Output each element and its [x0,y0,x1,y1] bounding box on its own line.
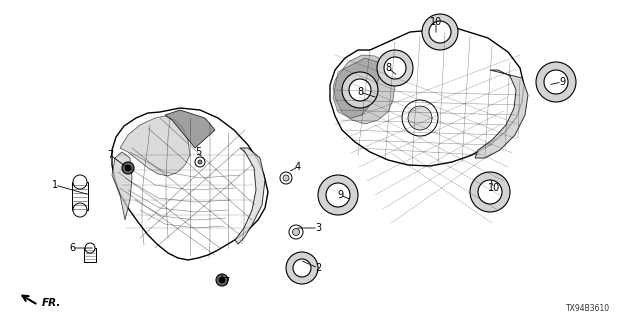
Circle shape [195,157,205,167]
Circle shape [216,274,228,286]
Circle shape [198,160,202,164]
Text: 1: 1 [52,180,58,190]
Polygon shape [72,182,88,210]
Circle shape [289,225,303,239]
Circle shape [377,50,413,86]
Text: 7: 7 [107,150,113,160]
Text: 7: 7 [223,277,229,287]
Text: 6: 6 [69,243,75,253]
Circle shape [342,72,378,108]
Circle shape [85,243,95,253]
Circle shape [318,175,358,215]
Text: 10: 10 [430,17,442,27]
Text: 2: 2 [315,263,321,273]
Circle shape [408,106,432,130]
Polygon shape [330,28,524,166]
Circle shape [470,172,510,212]
Polygon shape [112,152,132,220]
Circle shape [73,175,87,189]
Text: 10: 10 [488,183,500,193]
Text: 9: 9 [337,190,343,200]
Text: 4: 4 [295,162,301,172]
Circle shape [536,62,576,102]
Circle shape [286,252,318,284]
Circle shape [384,57,406,79]
Circle shape [125,165,131,171]
Circle shape [544,70,568,94]
Text: FR.: FR. [42,298,61,308]
Polygon shape [475,70,528,158]
Text: 8: 8 [357,87,363,97]
Circle shape [73,203,87,217]
Circle shape [349,79,371,101]
Polygon shape [84,248,96,262]
Circle shape [122,162,134,174]
Polygon shape [333,55,395,124]
Polygon shape [333,58,380,118]
Circle shape [326,183,350,207]
Circle shape [422,14,458,50]
Text: 5: 5 [195,147,201,157]
Polygon shape [235,148,265,244]
Text: 3: 3 [315,223,321,233]
Circle shape [292,228,300,236]
Polygon shape [120,116,190,176]
Polygon shape [165,110,215,148]
Circle shape [280,172,292,184]
Text: TX94B3610: TX94B3610 [566,304,610,313]
Text: 8: 8 [385,63,391,73]
Circle shape [219,277,225,283]
Circle shape [402,100,438,136]
Circle shape [283,175,289,181]
Circle shape [478,180,502,204]
Text: 9: 9 [559,77,565,87]
Circle shape [293,259,311,277]
Circle shape [429,21,451,43]
Polygon shape [112,108,268,260]
